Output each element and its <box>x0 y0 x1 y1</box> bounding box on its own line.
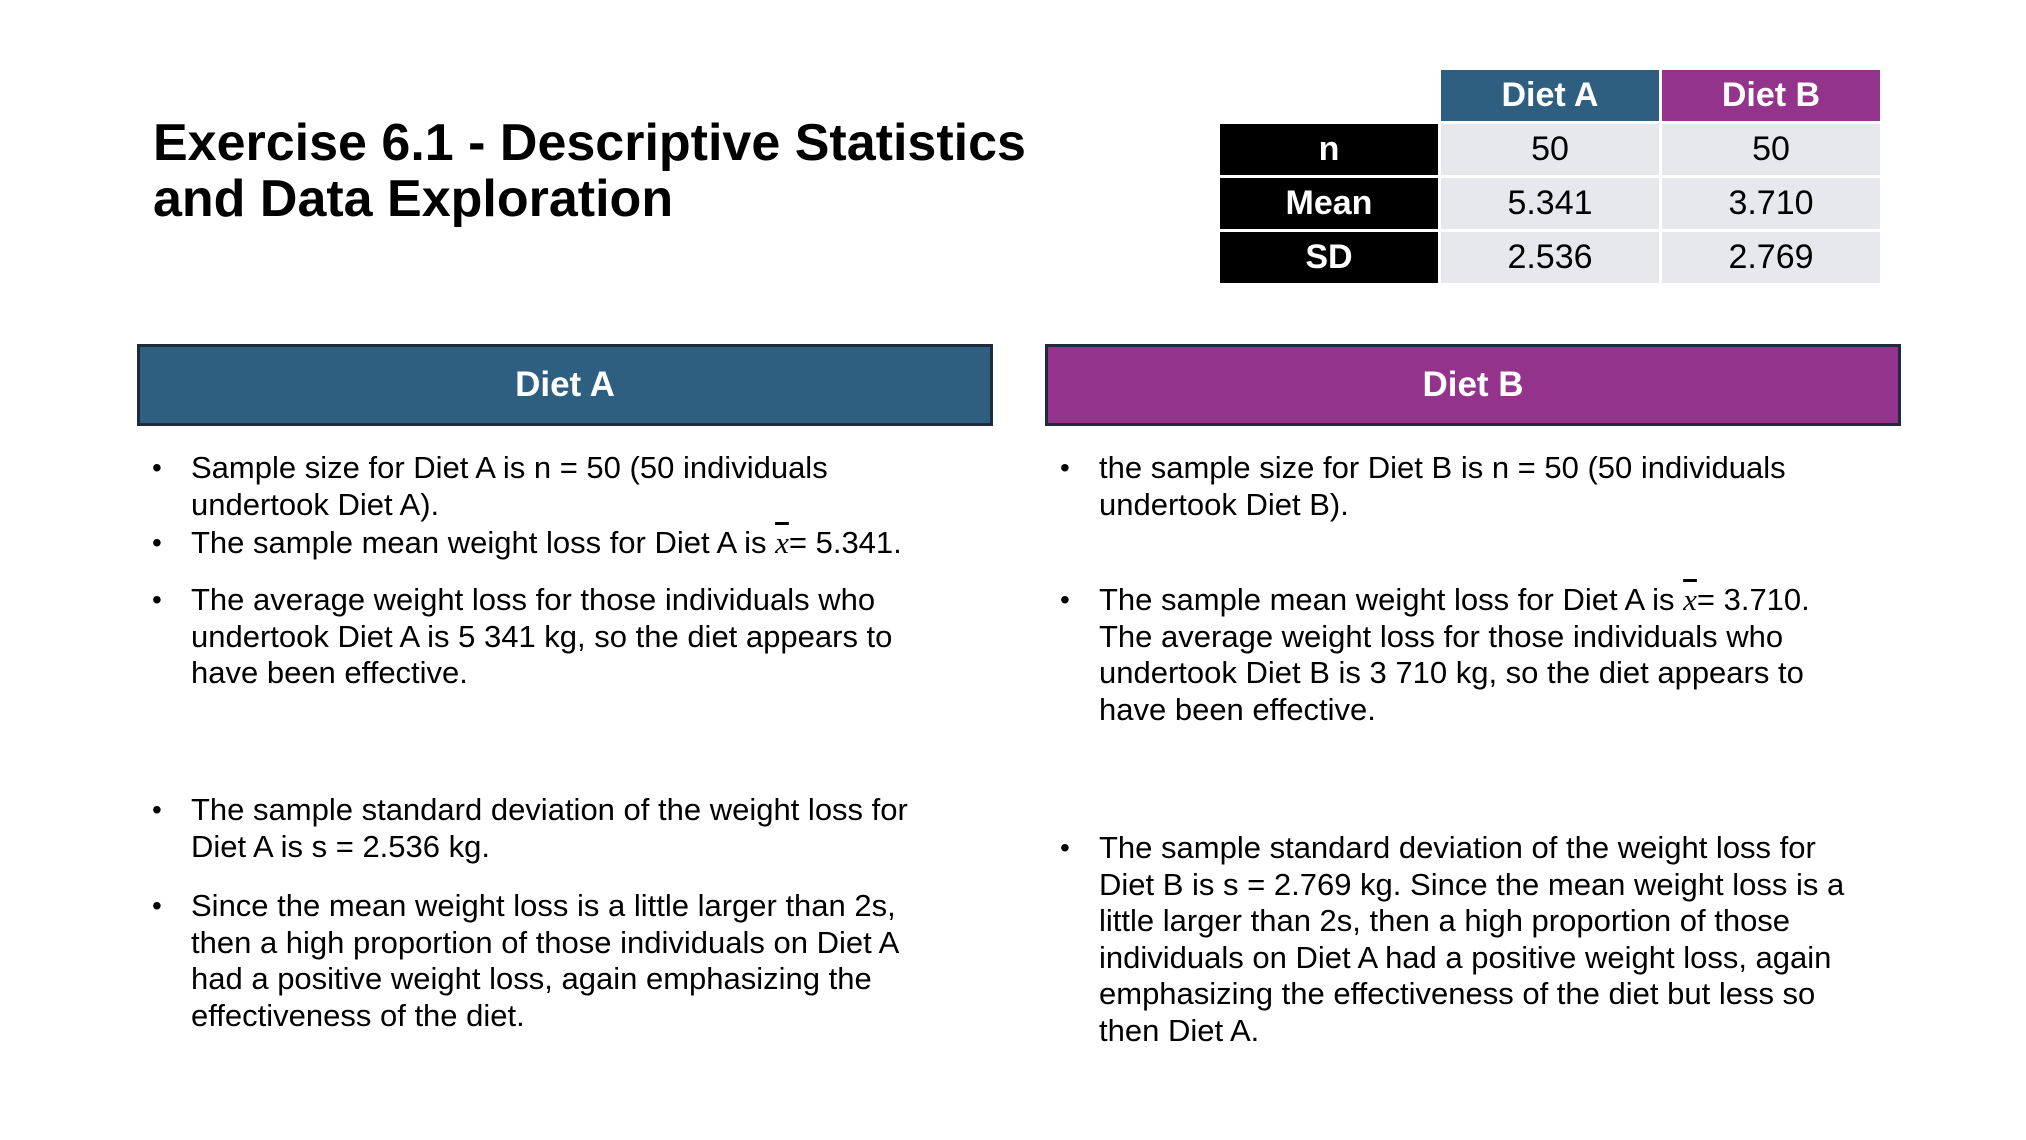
slide-title: Exercise 6.1 - Descriptive Statistics an… <box>153 114 1026 228</box>
bullet-text: the sample size for Diet B is n = 50 (50… <box>1099 450 1786 522</box>
table-row: SD 2.536 2.769 <box>1217 229 1883 286</box>
cell-mean-diet-a: 5.341 <box>1438 175 1662 232</box>
x-bar-symbol: x <box>775 525 789 560</box>
x-bar-symbol: x <box>1683 582 1697 617</box>
bullet-text: The sample standard deviation of the wei… <box>191 792 908 864</box>
list-item: • Sample size for Diet A is n = 50 (50 i… <box>137 450 957 523</box>
bullet-icon: • <box>1060 584 1070 615</box>
bullet-text: Since the mean weight loss is a little l… <box>191 888 898 1033</box>
cell-n-diet-b: 50 <box>1659 121 1883 178</box>
diet-a-panel: Diet A • Sample size for Diet A is n = 5… <box>137 344 993 1066</box>
bullet-text-end: = 5.341. <box>788 525 902 560</box>
bullet-icon: • <box>1060 452 1070 483</box>
bullet-text: The sample mean weight loss for Diet A i… <box>191 525 776 560</box>
diet-a-header: Diet A <box>137 344 993 426</box>
list-item: • The sample mean weight loss for Diet A… <box>1045 582 1865 728</box>
table-header-diet-a: Diet A <box>1438 67 1662 124</box>
diet-b-header: Diet B <box>1045 344 1901 426</box>
cell-n-diet-a: 50 <box>1438 121 1662 178</box>
table-header-diet-b: Diet B <box>1659 67 1883 124</box>
row-label-sd: SD <box>1217 229 1441 286</box>
cell-sd-diet-a: 2.536 <box>1438 229 1662 286</box>
cell-mean-diet-b: 3.710 <box>1659 175 1883 232</box>
table-corner-cell <box>1217 67 1441 124</box>
bullet-icon: • <box>152 794 162 825</box>
bullet-text: The average weight loss for those indivi… <box>191 582 893 690</box>
bullet-icon: • <box>152 527 162 558</box>
bullet-text-end: = 3.710. The average weight loss for tho… <box>1099 582 1810 727</box>
row-label-n: n <box>1217 121 1441 178</box>
diet-a-bullet-list: • Sample size for Diet A is n = 50 (50 i… <box>137 426 993 1066</box>
row-label-mean: Mean <box>1217 175 1441 232</box>
list-item: • The sample standard deviation of the w… <box>137 792 957 865</box>
bullet-icon: • <box>152 452 162 483</box>
bullet-text: The sample mean weight loss for Diet A i… <box>1099 582 1684 617</box>
list-item: • The sample standard deviation of the w… <box>1045 830 1865 1049</box>
table-header-row: Diet A Diet B <box>1217 67 1883 124</box>
list-item: • The sample mean weight loss for Diet A… <box>137 525 957 562</box>
table-row: Mean 5.341 3.710 <box>1217 175 1883 232</box>
bullet-icon: • <box>152 890 162 921</box>
list-item: • The average weight loss for those indi… <box>137 582 957 692</box>
bullet-text: Sample size for Diet A is n = 50 (50 ind… <box>191 450 828 522</box>
bullet-icon: • <box>152 584 162 615</box>
bullet-icon: • <box>1060 832 1070 863</box>
list-item: • the sample size for Diet B is n = 50 (… <box>1045 450 1865 523</box>
table-row: n 50 50 <box>1217 121 1883 178</box>
list-item: • Since the mean weight loss is a little… <box>137 888 957 1034</box>
summary-stats-table: Diet A Diet B n 50 50 Mean 5.341 3.710 S… <box>1217 67 1883 286</box>
cell-sd-diet-b: 2.769 <box>1659 229 1883 286</box>
bullet-text: The sample standard deviation of the wei… <box>1099 830 1845 1048</box>
diet-b-panel: Diet B • the sample size for Diet B is n… <box>1045 344 1901 1066</box>
diet-b-bullet-list: • the sample size for Diet B is n = 50 (… <box>1045 426 1901 1066</box>
